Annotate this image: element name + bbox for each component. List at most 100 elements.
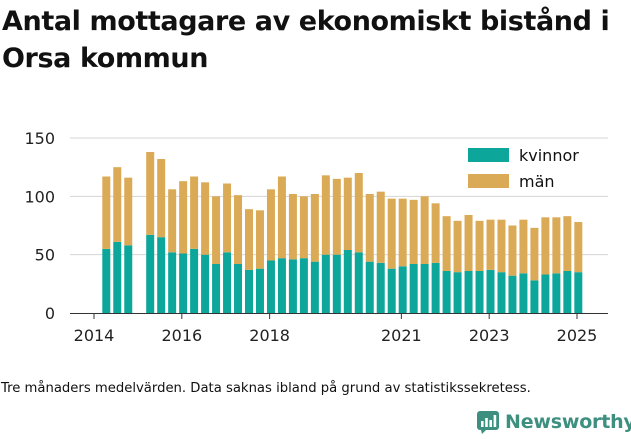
- x-tick-label: 2025: [557, 326, 598, 345]
- bar-man: [157, 159, 166, 238]
- bar-kvinnor: [365, 261, 374, 313]
- bar-man: [223, 183, 232, 253]
- bar-kvinnor: [102, 248, 111, 313]
- bar-man: [310, 194, 319, 262]
- bar-man: [563, 216, 572, 271]
- bar-man: [124, 177, 133, 246]
- bar-man: [179, 181, 188, 254]
- x-tick-label: 2023: [469, 326, 510, 345]
- bar-man: [102, 176, 111, 249]
- bar-man: [354, 173, 363, 253]
- bar-kvinnor: [486, 269, 495, 313]
- bar-kvinnor: [475, 271, 484, 313]
- bar-kvinnor: [266, 260, 275, 313]
- bar-kvinnor: [508, 275, 517, 313]
- bar-kvinnor: [255, 268, 264, 313]
- bar-man: [409, 199, 418, 264]
- legend-label: kvinnor: [519, 146, 579, 165]
- x-tick-label: 2018: [249, 326, 290, 345]
- bar-man: [201, 182, 210, 255]
- bar-kvinnor: [146, 234, 155, 313]
- bar-kvinnor: [409, 264, 418, 313]
- bar-man: [497, 219, 506, 273]
- x-tick-label: 2014: [74, 326, 115, 345]
- bar-kvinnor: [541, 274, 550, 313]
- legend-swatch-man: [468, 174, 509, 188]
- bar-kvinnor: [288, 259, 297, 313]
- bar-kvinnor: [321, 254, 330, 313]
- y-tick-label: 150: [24, 129, 55, 148]
- bar-kvinnor: [234, 264, 243, 313]
- bar-man: [530, 227, 539, 281]
- legend-label: män: [519, 172, 555, 191]
- bar-man: [299, 196, 308, 259]
- bar-kvinnor: [124, 245, 133, 313]
- x-tick-label: 2021: [381, 326, 422, 345]
- bar-man: [541, 217, 550, 275]
- bar-kvinnor: [398, 266, 407, 313]
- bar-man: [288, 194, 297, 260]
- y-tick-label: 100: [24, 187, 55, 206]
- bar-man: [464, 215, 473, 271]
- bar-kvinnor: [179, 253, 188, 313]
- bar-man: [212, 196, 221, 264]
- bar-man: [574, 222, 583, 273]
- bar-man: [190, 176, 199, 249]
- bar-kvinnor: [442, 271, 451, 313]
- bar-kvinnor: [464, 271, 473, 313]
- bar-kvinnor: [310, 261, 319, 313]
- bar-man: [343, 177, 352, 250]
- bar-man: [387, 198, 396, 269]
- bar-man: [519, 219, 528, 274]
- bar-kvinnor: [519, 273, 528, 313]
- bar-man: [321, 175, 330, 255]
- bar-kvinnor: [223, 252, 232, 313]
- footnote: Tre månaders medelvärden. Data saknas ib…: [1, 381, 531, 396]
- axes: 0 50 100 150 2014 2016 2018 2021 2023 2025: [24, 129, 608, 345]
- bar-kvinnor: [190, 248, 199, 313]
- bar-kvinnor: [453, 272, 462, 313]
- bar-man: [277, 176, 286, 259]
- bar-kvinnor: [552, 273, 561, 313]
- bar-man: [420, 196, 429, 264]
- bar-man: [552, 217, 561, 274]
- bar-man: [508, 225, 517, 276]
- bar-kvinnor: [387, 268, 396, 313]
- bar-kvinnor: [212, 264, 221, 313]
- bar-kvinnor: [244, 269, 253, 313]
- bar-man: [168, 189, 177, 253]
- bar-man: [365, 194, 374, 262]
- bars: [102, 152, 583, 313]
- brand-name: Newsworthy: [505, 411, 631, 433]
- newsworthy-logo[interactable]: Newsworthy: [476, 409, 631, 435]
- legend: kvinnor män: [468, 146, 579, 191]
- bar-kvinnor: [563, 271, 572, 313]
- bar-kvinnor: [201, 254, 210, 313]
- chart-title: Antal mottagare av ekonomiskt bistånd i …: [2, 6, 610, 74]
- bar-man: [431, 203, 440, 263]
- legend-swatch-kvinnor: [468, 148, 509, 162]
- bar-man: [475, 220, 484, 271]
- bar-kvinnor: [113, 241, 122, 313]
- bar-kvinnor: [277, 258, 286, 313]
- bar-man: [376, 191, 385, 263]
- bar-kvinnor: [530, 280, 539, 313]
- bar-man: [486, 219, 495, 270]
- bar-kvinnor: [299, 258, 308, 313]
- x-tick-label: 2016: [161, 326, 202, 345]
- y-tick-label: 0: [45, 304, 55, 323]
- bar-man: [146, 152, 155, 235]
- bar-kvinnor: [343, 250, 352, 313]
- bar-kvinnor: [157, 237, 166, 313]
- bar-kvinnor: [332, 254, 341, 313]
- y-tick-label: 50: [35, 246, 55, 265]
- bar-man: [442, 216, 451, 271]
- bar-kvinnor: [497, 272, 506, 313]
- bar-man: [332, 178, 341, 255]
- bar-kvinnor: [574, 272, 583, 313]
- bar-kvinnor: [376, 262, 385, 313]
- bar-man: [234, 195, 243, 264]
- bar-kvinnor: [354, 252, 363, 313]
- bar-man: [244, 209, 253, 270]
